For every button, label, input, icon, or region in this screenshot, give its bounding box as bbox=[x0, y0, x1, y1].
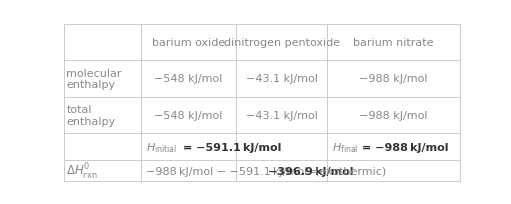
Text: −43.1 kJ/mol: −43.1 kJ/mol bbox=[246, 111, 318, 121]
Text: −548 kJ/mol: −548 kJ/mol bbox=[154, 74, 223, 84]
Text: −548 kJ/mol: −548 kJ/mol bbox=[154, 111, 223, 121]
Text: molecular
enthalpy: molecular enthalpy bbox=[66, 68, 122, 90]
Text: −988 kJ/mol − −591.1 kJ/mol =: −988 kJ/mol − −591.1 kJ/mol = bbox=[146, 166, 323, 176]
Text: barium oxide: barium oxide bbox=[152, 38, 225, 48]
Text: barium nitrate: barium nitrate bbox=[353, 38, 434, 48]
Text: total
enthalpy: total enthalpy bbox=[66, 105, 115, 126]
Text: −396.9 kJ/mol: −396.9 kJ/mol bbox=[268, 166, 353, 176]
Text: = −988 kJ/mol: = −988 kJ/mol bbox=[362, 142, 449, 152]
Text: −43.1 kJ/mol: −43.1 kJ/mol bbox=[246, 74, 318, 84]
Text: dinitrogen pentoxide: dinitrogen pentoxide bbox=[224, 38, 340, 48]
Text: $\Delta \it{H}^{\rm{0}}_{\rm{rxn}}$: $\Delta \it{H}^{\rm{0}}_{\rm{rxn}}$ bbox=[66, 161, 98, 181]
Text: $\it{H}_{\rm{final}}$: $\it{H}_{\rm{final}}$ bbox=[332, 140, 358, 154]
Text: = −591.1 kJ/mol: = −591.1 kJ/mol bbox=[183, 142, 282, 152]
Text: (exothermic): (exothermic) bbox=[315, 166, 386, 176]
Text: −988 kJ/mol: −988 kJ/mol bbox=[359, 111, 428, 121]
Text: $\it{H}_{\rm{initial}}$: $\it{H}_{\rm{initial}}$ bbox=[146, 140, 177, 154]
Text: −988 kJ/mol: −988 kJ/mol bbox=[359, 74, 428, 84]
